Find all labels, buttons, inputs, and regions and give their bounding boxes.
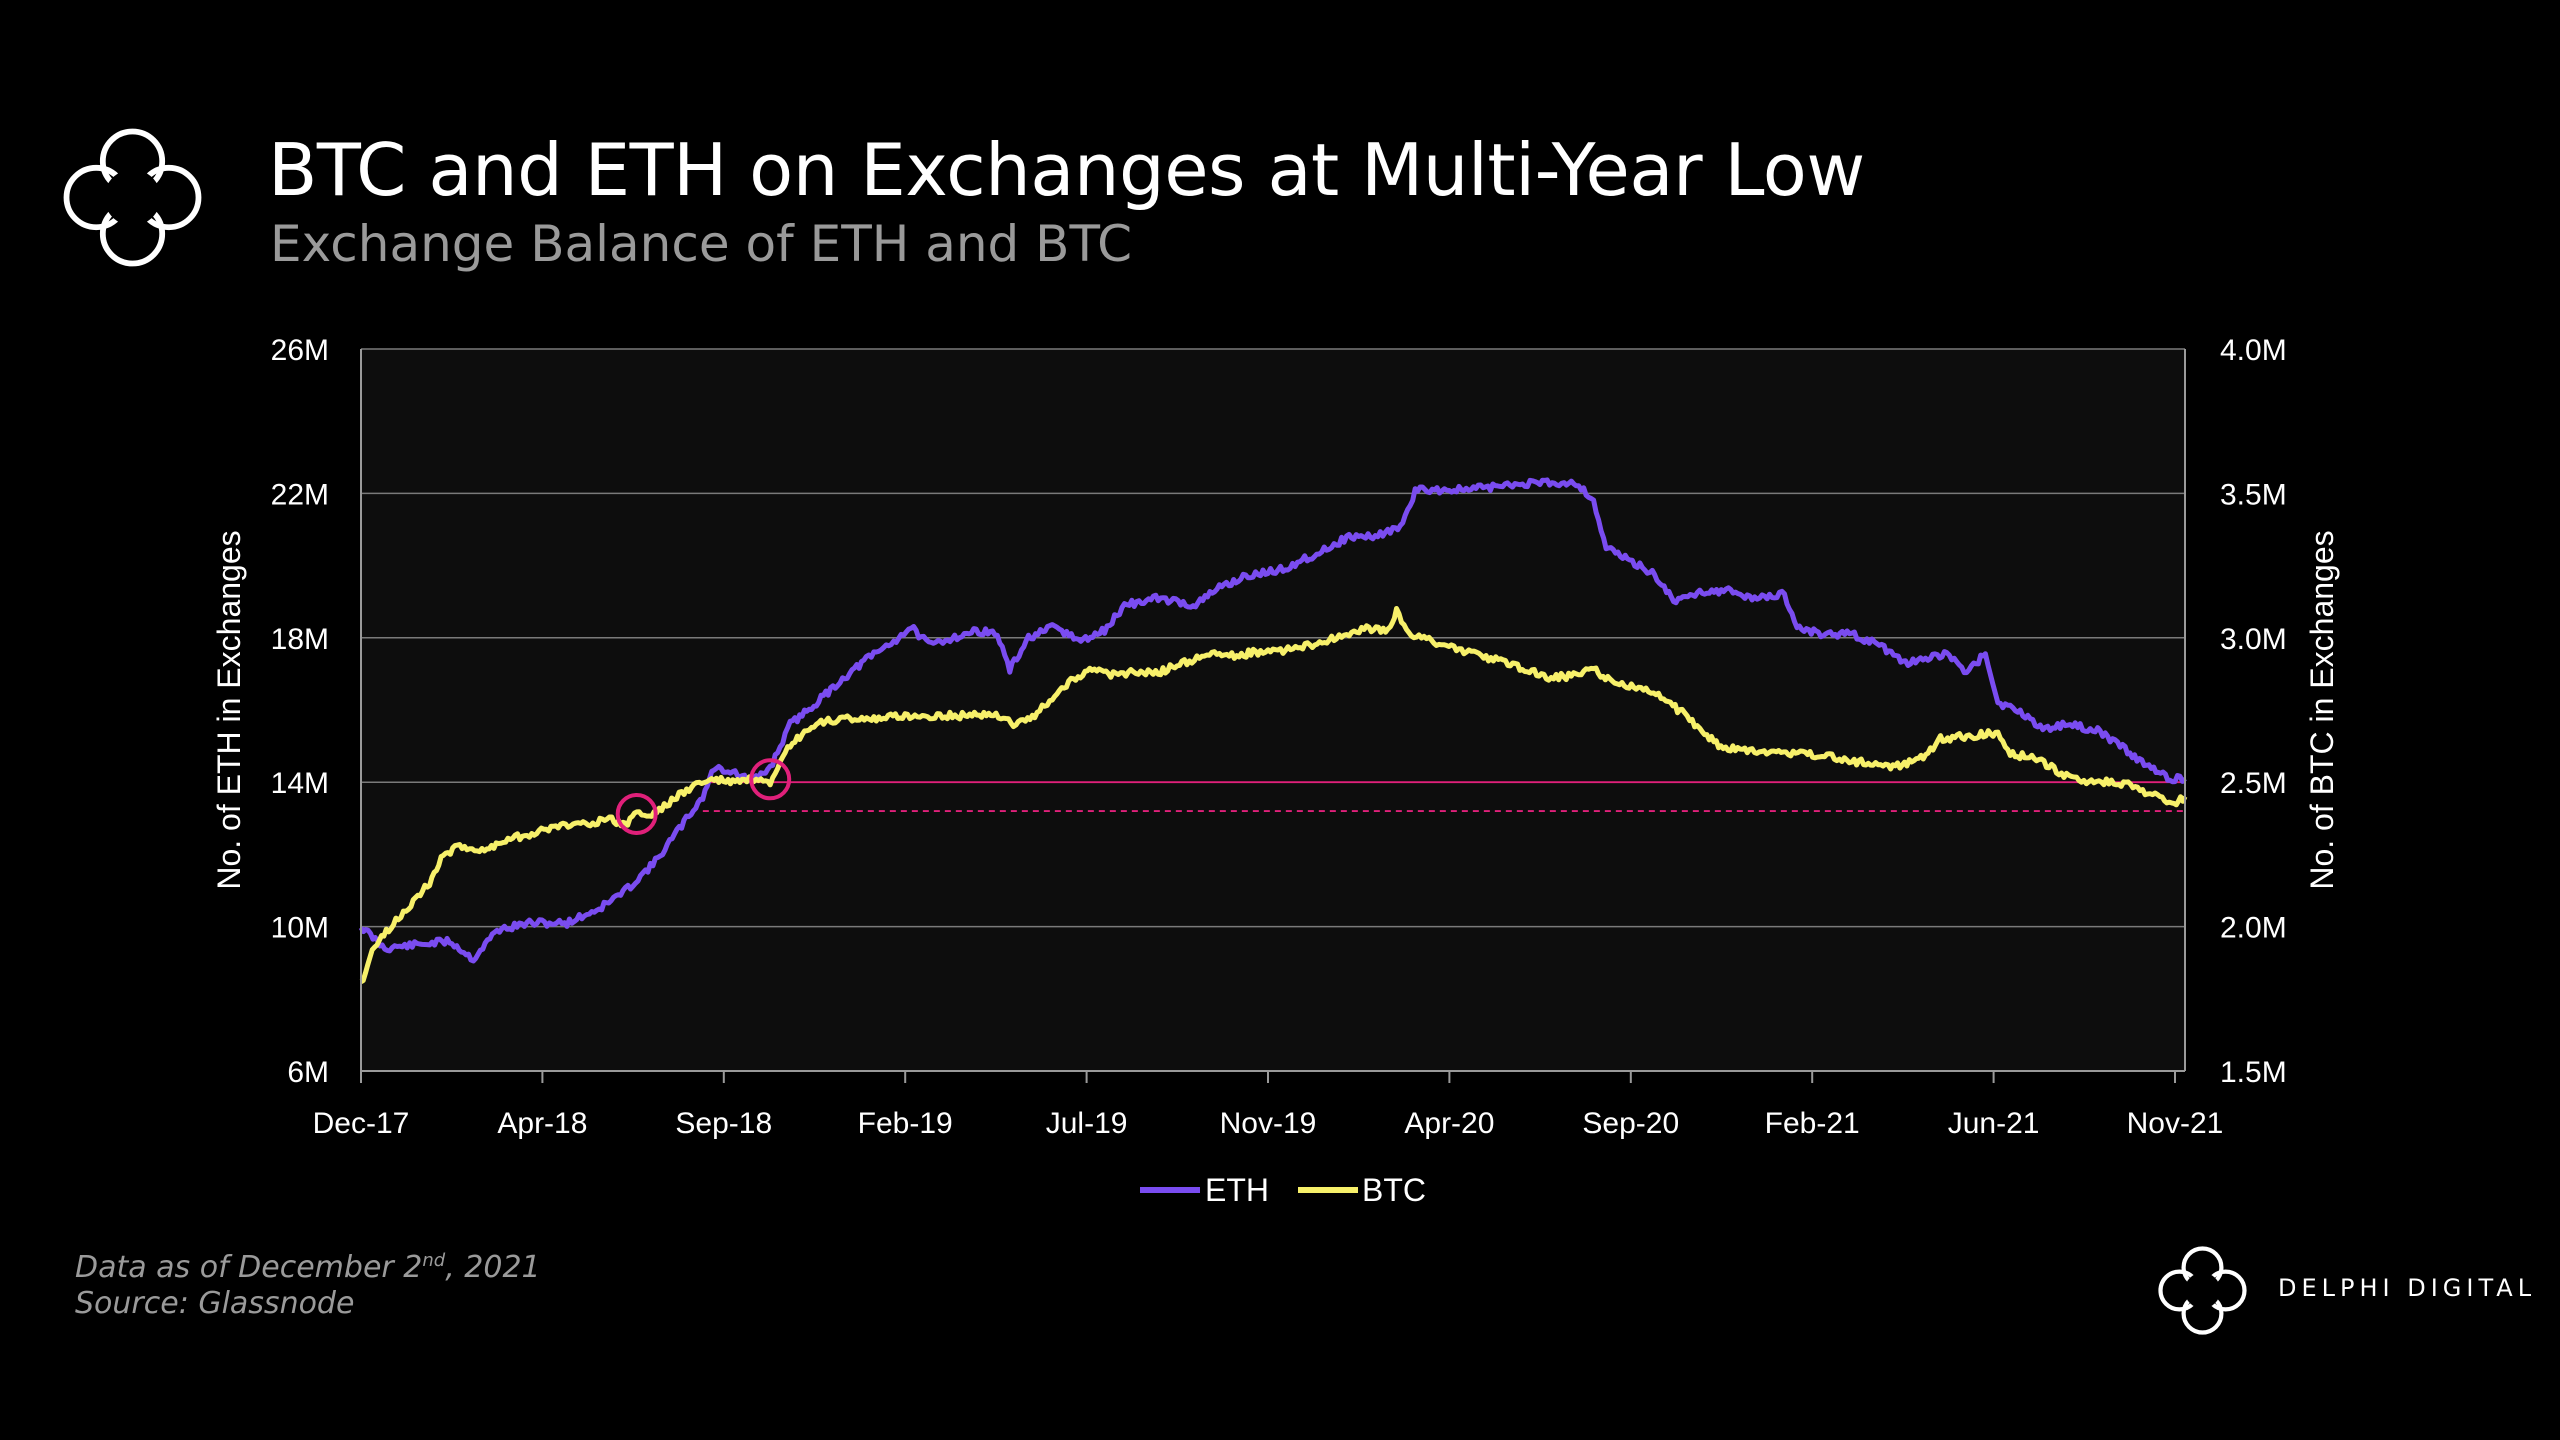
series-line-eth bbox=[358, 477, 2187, 964]
x-tick-label: Apr-20 bbox=[1404, 1107, 1494, 1140]
legend-label-btc: BTC bbox=[1362, 1172, 1426, 1208]
y-left-tick-label: 26M bbox=[271, 334, 329, 367]
legend-label-eth: ETH bbox=[1205, 1172, 1269, 1208]
y-left-tick-label: 6M bbox=[287, 1056, 329, 1089]
x-tick-label: Feb-19 bbox=[858, 1107, 953, 1140]
series-line-btc bbox=[359, 606, 2188, 984]
x-tick-label: Feb-21 bbox=[1765, 1107, 1860, 1140]
data-date-note: Data as of December 2nd, 2021 bbox=[75, 1250, 541, 1285]
plot-area bbox=[361, 349, 2185, 1071]
x-tick-label: Nov-19 bbox=[1220, 1107, 1317, 1140]
x-tick-label: Apr-18 bbox=[497, 1107, 587, 1140]
reference-lines bbox=[702, 781, 2185, 812]
y-right-tick-label: 4.0M bbox=[2220, 334, 2287, 367]
marker-layer bbox=[615, 758, 792, 835]
x-tick-label: Sep-18 bbox=[675, 1107, 772, 1140]
legend: ETH BTC bbox=[1140, 1172, 1426, 1208]
brand-name: DELPHI DIGITAL bbox=[2278, 1274, 2537, 1302]
page-title: BTC and ETH on Exchanges at Multi-Year L… bbox=[268, 128, 1865, 212]
series-layer bbox=[358, 477, 2188, 984]
brand-logo-icon bbox=[2158, 1246, 2247, 1335]
x-tick-label: Jul-19 bbox=[1046, 1107, 1128, 1140]
x-tick-label: Dec-17 bbox=[313, 1107, 410, 1140]
x-tick-label: Sep-20 bbox=[1582, 1107, 1679, 1140]
y-right-tick-label: 3.0M bbox=[2220, 623, 2287, 656]
y-left-tick-label: 18M bbox=[271, 623, 329, 656]
y-right-tick-label: 2.5M bbox=[2220, 767, 2287, 800]
y-left-axis-label: No. of ETH in Exchanges bbox=[211, 530, 247, 889]
delphi-logo-icon bbox=[63, 128, 202, 267]
x-tick-label: Jun-21 bbox=[1948, 1107, 2040, 1140]
y-right-tick-label: 3.5M bbox=[2220, 478, 2287, 511]
y-left-tick-label: 10M bbox=[271, 912, 329, 945]
page-subtitle: Exchange Balance of ETH and BTC bbox=[270, 215, 1133, 273]
source-note: Source: Glassnode bbox=[75, 1286, 355, 1321]
axes: 6M 1.5M 10M 2.0M 14M 2.5M 18M 3.0M 22M 3.5M 26M 4.0… bbox=[211, 334, 2340, 1140]
x-tick-label: Nov-21 bbox=[2127, 1107, 2224, 1140]
y-right-tick-label: 2.0M bbox=[2220, 912, 2287, 945]
y-right-axis-label: No. of BTC in Exchanges bbox=[2304, 530, 2340, 889]
highlight-marker bbox=[749, 758, 792, 801]
highlight-marker bbox=[615, 792, 658, 835]
y-left-tick-label: 22M bbox=[271, 478, 329, 511]
footnote: Data as of December 2nd, 2021 Source: Gl… bbox=[75, 1250, 541, 1322]
y-right-tick-label: 1.5M bbox=[2220, 1056, 2287, 1089]
y-left-tick-label: 14M bbox=[271, 767, 329, 800]
